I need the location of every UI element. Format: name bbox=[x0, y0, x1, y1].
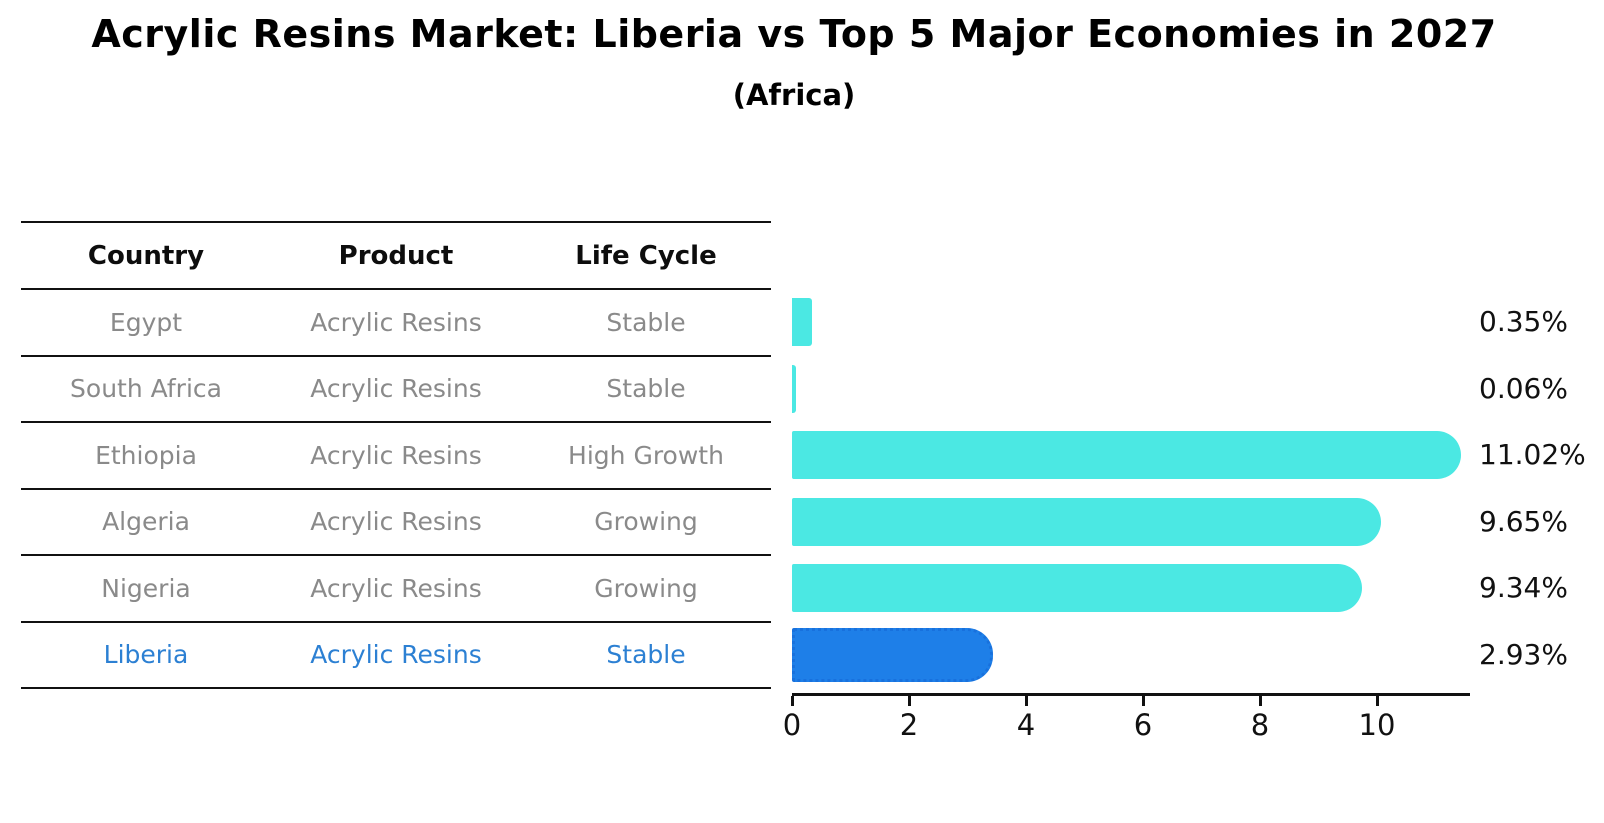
table-rule bbox=[21, 354, 771, 357]
table-rule bbox=[21, 620, 771, 623]
x-tick-label: 10 bbox=[1358, 708, 1396, 742]
chart-subtitle: (Africa) bbox=[732, 78, 856, 112]
table-cell-life_cycle: High Growth bbox=[568, 440, 724, 470]
bar-ethiopia bbox=[792, 431, 1461, 480]
table-cell-country: Ethiopia bbox=[95, 440, 197, 470]
table-rule bbox=[21, 421, 771, 423]
value-label-ethiopia: 11.02% bbox=[1479, 438, 1586, 472]
table-cell-life_cycle: Stable bbox=[606, 640, 686, 670]
value-label-liberia: 2.93% bbox=[1479, 637, 1568, 671]
table-rule bbox=[21, 288, 771, 290]
value-label-egypt: 0.35% bbox=[1479, 305, 1568, 339]
x-tick-label: 0 bbox=[782, 708, 802, 742]
bar-south-africa bbox=[792, 364, 796, 413]
bar-nigeria bbox=[792, 564, 1363, 613]
table-rule bbox=[21, 487, 771, 490]
table-cell-country: Egypt bbox=[109, 307, 183, 337]
x-tick-mark bbox=[1259, 696, 1262, 706]
x-tick-mark bbox=[1142, 696, 1145, 706]
table-cell-product: Acrylic Resins bbox=[310, 573, 482, 603]
table-cell-product: Acrylic Resins bbox=[310, 640, 482, 670]
table-cell-country: Liberia bbox=[103, 640, 189, 670]
table-cell-product: Acrylic Resins bbox=[310, 307, 482, 337]
x-tick-label: 2 bbox=[899, 708, 919, 742]
bar-algeria bbox=[792, 497, 1381, 546]
table-cell-product: Acrylic Resins bbox=[310, 374, 482, 404]
x-tick-label: 6 bbox=[1133, 708, 1153, 742]
x-tick-label: 4 bbox=[1016, 708, 1036, 742]
table-cell-life_cycle: Stable bbox=[606, 374, 686, 404]
table-cell-life_cycle: Stable bbox=[606, 307, 686, 337]
table-rule bbox=[21, 221, 771, 223]
value-label-south-africa: 0.06% bbox=[1479, 371, 1568, 405]
value-label-nigeria: 9.34% bbox=[1479, 571, 1568, 605]
table-cell-product: Acrylic Resins bbox=[310, 440, 482, 470]
x-axis-line bbox=[792, 693, 1470, 696]
chart-title: Acrylic Resins Market: Liberia vs Top 5 … bbox=[91, 12, 1497, 56]
x-tick-label: 8 bbox=[1250, 708, 1270, 742]
table-cell-product: Acrylic Resins bbox=[310, 507, 482, 537]
x-tick-mark bbox=[791, 696, 794, 706]
value-label-algeria: 9.65% bbox=[1479, 504, 1568, 538]
table-header-country: Country bbox=[87, 240, 205, 271]
table-cell-country: South Africa bbox=[70, 374, 222, 404]
x-tick-mark bbox=[1025, 696, 1028, 706]
table-rule bbox=[21, 554, 771, 556]
table-header-product: Product bbox=[338, 240, 454, 271]
x-tick-mark bbox=[1376, 696, 1379, 706]
table-cell-country: Algeria bbox=[102, 507, 190, 537]
table-cell-life_cycle: Growing bbox=[594, 507, 698, 537]
bar-highlight-liberia bbox=[792, 627, 994, 682]
table-header-life_cycle: Life Cycle bbox=[575, 240, 717, 271]
table-cell-country: Nigeria bbox=[101, 573, 191, 603]
table-rule bbox=[21, 687, 771, 689]
x-tick-mark bbox=[908, 696, 911, 706]
table-cell-life_cycle: Growing bbox=[594, 573, 698, 603]
bar-egypt bbox=[792, 298, 813, 347]
